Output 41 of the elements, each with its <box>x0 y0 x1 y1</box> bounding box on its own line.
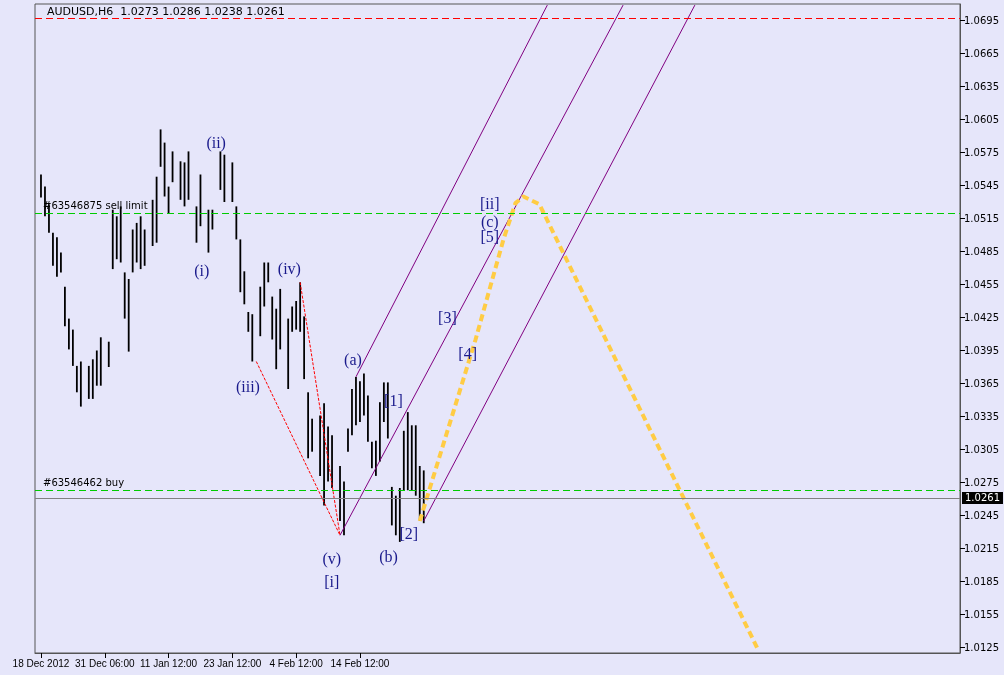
annotation: (i) <box>194 262 210 281</box>
y-tick-label: 1.0695 <box>964 15 999 26</box>
annotation: (ii) <box>206 133 226 152</box>
y-tick-label: 1.0665 <box>964 48 999 59</box>
x-tick-label: 4 Feb 12:00 <box>269 657 324 669</box>
annotation: (iii) <box>235 377 260 396</box>
x-tick-label: 23 Jan 12:00 <box>203 657 262 669</box>
y-tick-label: 1.0515 <box>964 213 999 224</box>
y-tick-label: 1.0305 <box>964 444 999 455</box>
x-tick-label: 11 Jan 12:00 <box>140 657 198 669</box>
x-tick-label: 31 Dec 06:00 <box>75 657 135 669</box>
y-tick-label: 1.0155 <box>964 609 999 620</box>
y-tick-label: 1.0605 <box>964 114 999 125</box>
y-tick-label: 1.0215 <box>964 543 999 554</box>
ref-line-label: 1.0261 <box>965 492 1000 504</box>
y-tick-label: 1.0365 <box>964 378 999 389</box>
y-tick-label: 1.0125 <box>964 642 999 653</box>
y-tick-label: 1.0425 <box>964 312 999 323</box>
y-tick-label: 1.0485 <box>964 246 999 257</box>
x-tick-label: 18 Dec 2012 <box>12 657 70 669</box>
annotation: (iv) <box>277 260 301 279</box>
y-tick-label: 1.0185 <box>964 576 999 587</box>
annotation: [4] <box>458 344 477 362</box>
annotation: (a) <box>344 350 362 369</box>
annotation: (c) <box>480 213 499 232</box>
y-tick-label: 1.0245 <box>964 510 999 521</box>
x-tick-label: 14 Feb 12:00 <box>330 657 390 669</box>
chart-title: AUDUSD,H6 1.0273 1.0286 1.0238 1.0261 <box>47 5 285 18</box>
annotation: (v) <box>322 549 342 568</box>
y-tick-label: 1.0275 <box>964 477 999 488</box>
y-tick-label: 1.0635 <box>964 81 999 92</box>
ref-line-label: #63546462 buy <box>43 476 125 488</box>
y-tick-label: 1.0545 <box>964 180 999 191</box>
y-tick-label: 1.0335 <box>964 411 999 422</box>
annotation: (b) <box>379 547 398 566</box>
y-tick-label: 1.0395 <box>964 345 999 356</box>
annotation: [i] <box>324 572 340 590</box>
annotation: [ii] <box>480 194 500 212</box>
y-tick-label: 1.0575 <box>964 147 999 158</box>
annotation: [3] <box>438 309 457 327</box>
y-tick-label: 1.0455 <box>964 279 999 290</box>
